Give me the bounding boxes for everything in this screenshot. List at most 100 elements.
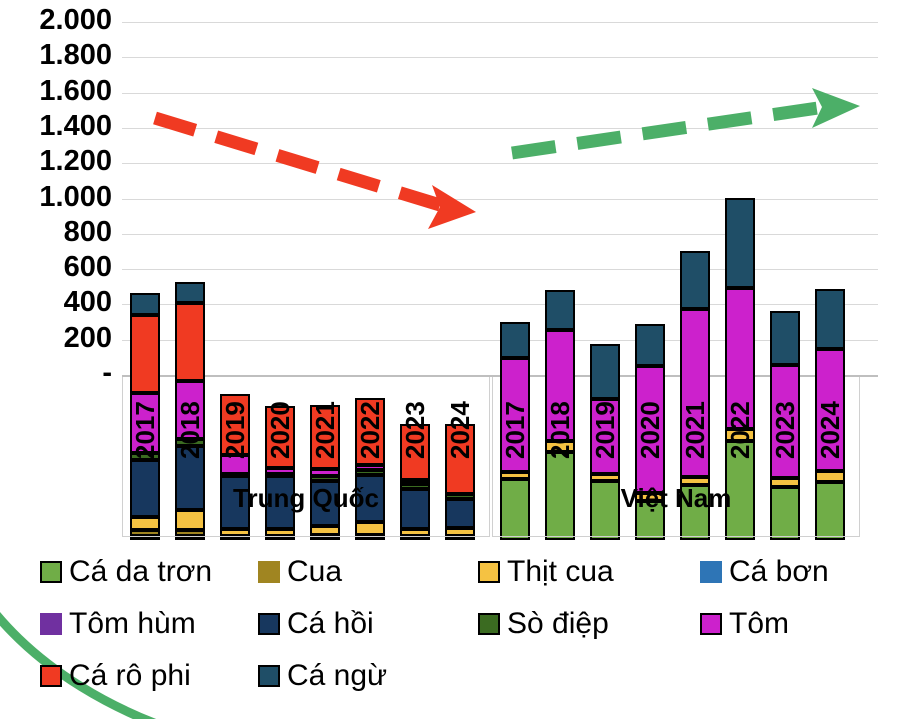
stacked-bar bbox=[355, 165, 385, 541]
bar-segment bbox=[175, 302, 205, 382]
bar-segment bbox=[310, 469, 340, 477]
bar-segment bbox=[770, 310, 800, 366]
stacked-bar bbox=[130, 165, 160, 540]
legend-label: Cua bbox=[287, 555, 343, 588]
bar-segment bbox=[500, 322, 530, 359]
y-axis-tick-label: 1.600 bbox=[39, 74, 112, 107]
bar-segment bbox=[400, 488, 430, 529]
x-axis-group-label: Trung Quốc bbox=[233, 483, 379, 513]
x-axis-year-label: 2019 bbox=[220, 401, 250, 459]
x-axis-year-label: 2023 bbox=[400, 401, 430, 459]
bar-segment bbox=[355, 475, 385, 522]
y-axis-tick-label: - bbox=[102, 357, 112, 389]
x-axis-year-label: 2020 bbox=[635, 401, 665, 459]
legend-swatch-icon bbox=[258, 561, 280, 583]
y-axis-labels: -200 400 600 800 1.000 1.200 1.400 1.600 1.800 2.… bbox=[0, 0, 118, 540]
y-axis-tick-label: 1.800 bbox=[39, 39, 112, 72]
bar-segment bbox=[445, 527, 475, 536]
legend-item[interactable]: Tôm bbox=[700, 600, 789, 648]
bar-segment bbox=[815, 289, 845, 350]
bar-segment bbox=[635, 366, 665, 494]
bar-segment bbox=[445, 494, 475, 499]
bar-segment bbox=[220, 475, 250, 529]
legend-label: Cá rô phi bbox=[69, 659, 191, 692]
bar-segment bbox=[725, 428, 755, 442]
legend-item[interactable]: Cá hồi bbox=[258, 600, 374, 648]
y-axis-tick-label: 400 bbox=[63, 286, 112, 319]
bar-segment bbox=[635, 501, 665, 540]
y-axis-tick-label: 200 bbox=[63, 321, 112, 354]
bar-segment bbox=[265, 467, 295, 474]
stacked-bar bbox=[590, 165, 620, 540]
bar-segment bbox=[175, 445, 205, 510]
legend-item[interactable]: Thịt cua bbox=[478, 548, 614, 596]
legend-label: Tôm hùm bbox=[69, 607, 196, 640]
bar-segment bbox=[355, 398, 385, 465]
legend-item[interactable]: Cá ngừ bbox=[258, 652, 387, 700]
legend-item[interactable]: Tôm hùm bbox=[40, 600, 196, 648]
stacked-bar bbox=[310, 165, 340, 541]
bar-segment bbox=[220, 455, 250, 474]
bar-segment bbox=[680, 477, 710, 486]
x-axis-year-label: 2019 bbox=[590, 401, 620, 459]
legend-item[interactable]: Cá da trơn bbox=[40, 548, 212, 596]
bar-segment bbox=[130, 459, 160, 518]
stacked-bar bbox=[725, 165, 755, 540]
bar-segment bbox=[130, 292, 160, 315]
bar-segment bbox=[445, 423, 475, 495]
bar-segment bbox=[545, 441, 575, 452]
stacked-bar bbox=[175, 165, 205, 540]
legend-swatch-icon bbox=[40, 665, 62, 687]
gridline bbox=[122, 22, 878, 23]
bar-segment bbox=[680, 251, 710, 309]
stacked-bar bbox=[815, 165, 845, 540]
bar-segment bbox=[130, 452, 160, 460]
bar-segment bbox=[680, 308, 710, 478]
bar-segment bbox=[130, 517, 160, 531]
category-axis-box bbox=[122, 377, 490, 537]
stacked-bar bbox=[635, 165, 665, 540]
stacked-bar bbox=[770, 165, 800, 540]
legend-label: Sò điệp bbox=[507, 607, 609, 640]
bar-segment bbox=[770, 478, 800, 488]
bar-segment bbox=[175, 282, 205, 303]
legend-item[interactable]: Cá bơn bbox=[700, 548, 829, 596]
legend-item[interactable]: Sò điệp bbox=[478, 600, 609, 648]
bar-segment bbox=[815, 481, 845, 540]
bar-segment bbox=[310, 480, 340, 526]
legend-swatch-icon bbox=[700, 613, 722, 635]
stacked-bar bbox=[680, 165, 710, 540]
x-axis-year-label: 2024 bbox=[815, 401, 845, 459]
x-axis-year-label: 2020 bbox=[265, 401, 295, 459]
legend-item[interactable]: Cá rô phi bbox=[40, 652, 191, 700]
stacked-bar bbox=[500, 165, 530, 540]
bar-segment bbox=[130, 530, 160, 536]
bar-segment bbox=[590, 398, 620, 474]
bar-segment bbox=[500, 472, 530, 480]
legend-item[interactable]: Cua bbox=[258, 548, 342, 596]
x-axis-year-label: 2022 bbox=[725, 401, 755, 459]
legend-label: Thịt cua bbox=[507, 555, 614, 588]
legend-label: Cá da trơn bbox=[69, 555, 213, 588]
bar-segment bbox=[220, 528, 250, 536]
x-axis-year-label: 2018 bbox=[175, 401, 205, 459]
x-axis-year-label: 2018 bbox=[545, 401, 575, 459]
legend-label: Cá ngừ bbox=[287, 659, 388, 692]
legend-swatch-icon bbox=[700, 561, 722, 583]
bar-segment bbox=[635, 493, 665, 502]
bar-segment bbox=[310, 404, 340, 470]
gridline bbox=[122, 163, 878, 165]
bar-segment bbox=[770, 365, 800, 479]
bar-segment bbox=[175, 438, 205, 446]
bar-segment bbox=[815, 349, 845, 472]
bar-segment bbox=[725, 287, 755, 429]
plot-grid-area: 2017 2018 2019 2020 2021 2022 2023 2024 Trung Qu… bbox=[122, 0, 900, 541]
legend-swatch-icon bbox=[40, 561, 62, 583]
bar-segment bbox=[400, 484, 430, 489]
bar-segment bbox=[400, 528, 430, 536]
y-axis-tick-label: 600 bbox=[63, 251, 112, 284]
legend-label: Cá hồi bbox=[287, 607, 374, 640]
bar-segment bbox=[680, 485, 710, 540]
x-axis-year-label: 2022 bbox=[355, 401, 385, 459]
